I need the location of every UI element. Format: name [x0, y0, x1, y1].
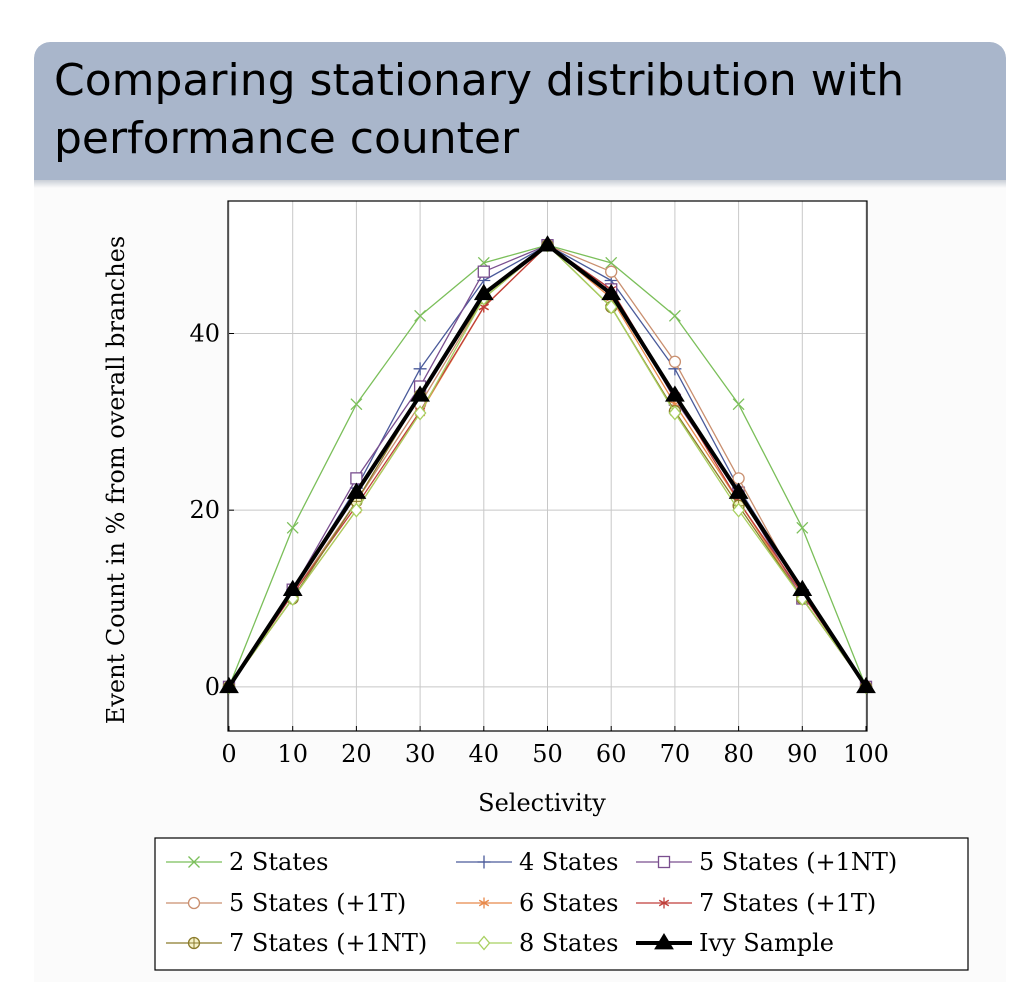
x-tick-label: 50 [532, 740, 563, 768]
x-tick-label: 70 [660, 740, 691, 768]
x-tick-label: 20 [341, 740, 372, 768]
legend-entry: 2 States [166, 848, 328, 876]
legend-marker [657, 855, 671, 869]
x-tick-label: 90 [787, 740, 818, 768]
y-tick-label: 20 [189, 496, 220, 524]
legend-label: 5 States (+1NT) [699, 848, 897, 876]
legend-marker [658, 897, 670, 909]
data-point [792, 579, 813, 597]
legend-label: 8 States [519, 929, 618, 957]
data-point [414, 309, 427, 322]
data-point [732, 398, 745, 411]
data-point [668, 405, 682, 421]
legend-marker [477, 855, 491, 869]
legend-entry: 6 States [456, 889, 618, 917]
title-bar: Comparing stationary distribution with p… [34, 42, 1006, 180]
data-point [350, 502, 363, 518]
legend-marker [654, 933, 674, 950]
data-point [605, 265, 618, 278]
data-point [346, 482, 367, 499]
data-point [477, 265, 490, 278]
legend-marker [478, 897, 490, 909]
legend-entry: 8 States [456, 929, 618, 957]
data-point [856, 676, 876, 694]
data-point [473, 283, 494, 301]
legend-marker [477, 935, 491, 951]
legend-label: 7 States (+1NT) [229, 929, 427, 957]
data-point [219, 676, 239, 694]
data-point [282, 579, 303, 597]
series-lines [219, 235, 876, 695]
legend-marker [188, 856, 200, 868]
data-point [728, 482, 749, 499]
x-axis-ticks: 0 10 20 30 40 50 60 70 80 90 100 [221, 726, 889, 768]
legend-entry: 7 States (+1T) [636, 889, 876, 917]
legend-label: 6 States [519, 889, 618, 917]
data-point [350, 398, 363, 411]
legend-label: 2 States [229, 848, 328, 876]
legend-entry: Ivy Sample [636, 929, 834, 957]
series-ivy-sample [219, 235, 876, 694]
y-tick-label: 40 [189, 320, 220, 348]
x-tick-label: 80 [723, 740, 754, 768]
legend-entry: 4 States [456, 848, 618, 876]
data-point [796, 521, 809, 534]
data-point [601, 283, 622, 301]
data-point [732, 472, 745, 485]
slide-title: Comparing stationary distribution with p… [54, 55, 905, 164]
y-tick-label: 0 [205, 673, 220, 701]
data-point [668, 355, 682, 368]
data-point [350, 472, 363, 485]
y-axis-ticks: 0 20 40 [189, 320, 234, 701]
legend: 2 States 4 States 5 States (+1NT) 5 States … [166, 848, 897, 957]
x-tick-label: 40 [469, 740, 500, 768]
x-tick-label: 10 [277, 740, 308, 768]
data-point [604, 299, 618, 315]
legend-marker [187, 936, 201, 950]
x-axis-label: Selectivity [478, 789, 606, 817]
data-point [286, 521, 299, 534]
legend-label: 5 States (+1T) [229, 889, 406, 917]
legend-label: Ivy Sample [699, 929, 834, 957]
x-tick-label: 100 [843, 740, 889, 768]
legend-entry: 5 States (+1T) [166, 889, 406, 917]
y-axis-label: Event Count in % from overall branches [102, 236, 130, 724]
x-tick-label: 0 [221, 740, 236, 768]
data-point [413, 362, 427, 376]
data-point [413, 405, 427, 421]
x-tick-label: 30 [405, 740, 436, 768]
legend-marker [187, 896, 201, 910]
legend-entry: 5 States (+1NT) [636, 848, 897, 876]
data-point [410, 385, 430, 402]
legend-label: 7 States (+1T) [699, 889, 876, 917]
data-point [665, 385, 685, 402]
legend-entry: 7 States (+1NT) [166, 929, 427, 957]
legend-box [154, 837, 969, 971]
x-tick-label: 60 [596, 740, 627, 768]
legend-label: 4 States [519, 848, 618, 876]
title-bar-shadow [34, 180, 1006, 188]
data-point [668, 309, 681, 322]
data-point [537, 235, 558, 252]
data-point [732, 502, 745, 518]
chart-grid [228, 201, 867, 731]
data-point [605, 256, 618, 269]
